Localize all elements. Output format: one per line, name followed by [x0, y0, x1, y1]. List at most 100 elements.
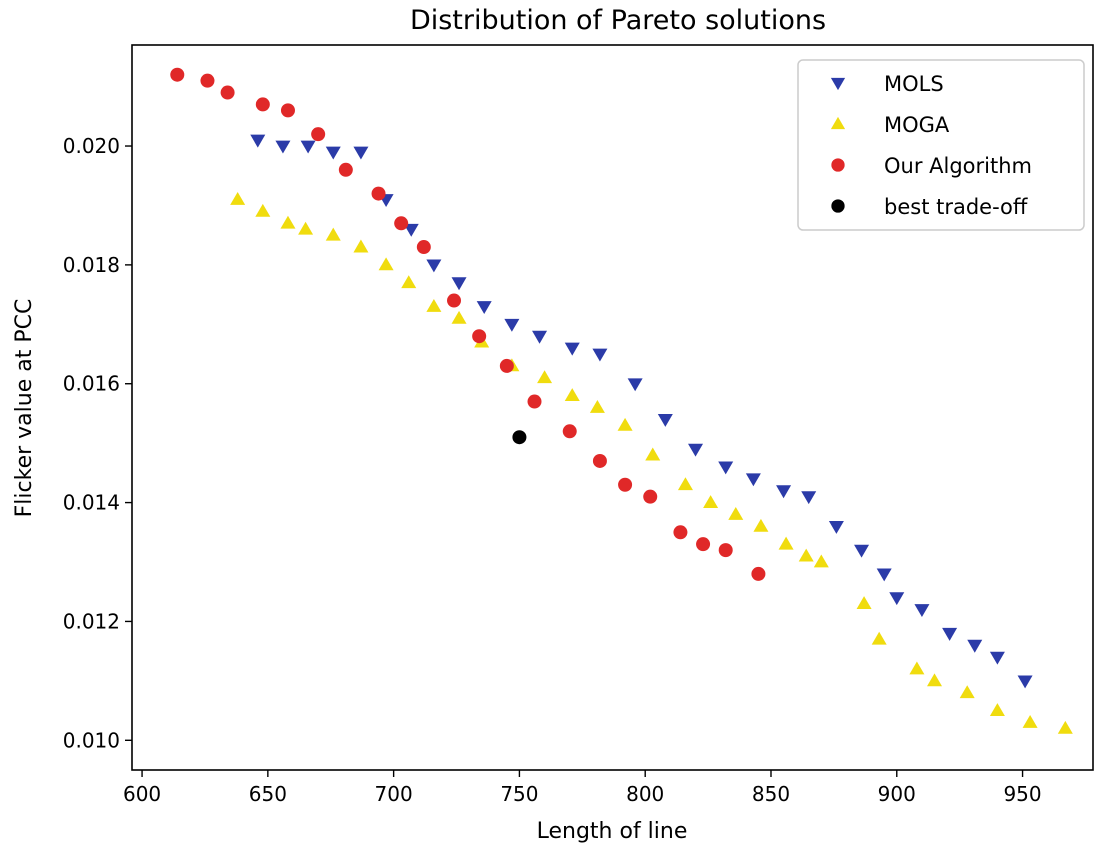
- moga-point: [564, 388, 580, 402]
- y-axis-label: Flicker value at PCC: [12, 299, 37, 518]
- moga-point: [589, 400, 605, 413]
- x-tick-label: 800: [626, 782, 664, 806]
- moga-point: [401, 275, 417, 289]
- mols-point: [828, 520, 844, 534]
- our-algorithm-point: [592, 453, 607, 468]
- moga-point: [230, 192, 246, 205]
- mols-point: [745, 473, 761, 487]
- moga-point: [959, 685, 975, 699]
- moga-point: [617, 417, 633, 431]
- mols-point: [914, 604, 930, 618]
- our-algorithm-point: [338, 162, 353, 177]
- mols-point: [403, 223, 419, 237]
- y-tick-label: 0.016: [63, 372, 120, 396]
- y-tick-label: 0.010: [63, 728, 120, 752]
- our-algorithm-point: [255, 97, 270, 112]
- legend-best-trade-off-label: best trade-off: [884, 195, 1028, 219]
- mols-point: [451, 277, 467, 291]
- our-algorithm-point: [416, 240, 431, 255]
- mols-point: [967, 639, 983, 653]
- moga-point: [280, 215, 296, 229]
- x-tick-label: 900: [878, 782, 916, 806]
- legend-mols-marker: [830, 77, 846, 91]
- legend-box: [797, 59, 1085, 231]
- moga-point: [298, 221, 314, 235]
- our-algorithm-point: [618, 477, 633, 492]
- our-algorithm-point: [280, 103, 295, 118]
- mols-point: [532, 330, 548, 344]
- our-algorithm-point: [220, 85, 235, 100]
- our-algorithm-point: [527, 394, 542, 409]
- x-tick-label: 600: [123, 782, 161, 806]
- our-algorithm-point: [200, 73, 215, 88]
- our-algorithm-point: [643, 489, 658, 504]
- moga-point: [537, 370, 553, 384]
- moga-point: [927, 673, 943, 687]
- best-trade-off-point: [512, 430, 527, 445]
- x-axis-label: Length of line: [537, 819, 688, 844]
- our-algorithm-point: [170, 67, 185, 82]
- y-tick-label: 0.014: [63, 491, 120, 515]
- moga-point: [451, 310, 467, 324]
- moga-point: [798, 548, 814, 562]
- mols-point: [476, 301, 492, 314]
- moga-point: [645, 447, 661, 461]
- moga-point: [753, 518, 769, 532]
- x-tick-label: 850: [752, 782, 790, 806]
- moga-point: [378, 257, 394, 271]
- x-axis: 600 650 700 750 800 850 900 950: [123, 770, 1042, 806]
- legend-mols-label: MOLS: [884, 72, 944, 96]
- moga-point: [871, 631, 887, 645]
- chart-title: Distribution of Pareto solutions: [410, 5, 826, 36]
- moga-point: [353, 239, 369, 253]
- plot-frame: [131, 44, 1094, 771]
- mols-point: [776, 485, 792, 499]
- y-tick-label: 0.012: [63, 609, 120, 633]
- x-tick-label: 700: [375, 782, 413, 806]
- our-algorithm-point: [562, 424, 577, 439]
- our-algorithm-point: [472, 329, 487, 344]
- y-tick-label: 0.018: [63, 253, 120, 277]
- moga-point: [728, 506, 744, 520]
- mols-point: [325, 146, 341, 160]
- mols-point: [688, 443, 704, 457]
- our-algorithm-point: [718, 543, 733, 558]
- moga-point: [703, 495, 719, 508]
- mols-point: [300, 140, 316, 154]
- mols-point: [1017, 675, 1033, 689]
- mols-point: [942, 627, 958, 641]
- legend-moga-label: MOGA: [884, 113, 950, 137]
- x-tick-label: 650: [249, 782, 287, 806]
- legend-our-algorithm-label: Our Algorithm: [884, 154, 1032, 178]
- moga-point: [1022, 714, 1038, 728]
- mols-point: [504, 318, 520, 332]
- moga-point: [677, 477, 693, 491]
- mols-point: [989, 651, 1005, 665]
- moga-point: [325, 227, 341, 241]
- our-algorithm-point: [311, 127, 326, 142]
- x-tick-label: 750: [500, 782, 538, 806]
- mols-point: [627, 378, 643, 392]
- mols-point: [854, 544, 870, 558]
- legend-our-algorithm-marker: [831, 158, 845, 172]
- mols-point: [592, 348, 608, 362]
- our-algorithm-point: [447, 293, 462, 308]
- data-points: [170, 67, 1073, 734]
- mols-point: [426, 259, 442, 273]
- mols-point: [876, 568, 892, 582]
- mols-point: [657, 413, 673, 427]
- our-algorithm-point: [394, 216, 409, 231]
- mols-point: [801, 491, 817, 505]
- our-algorithm-point: [696, 537, 711, 552]
- legend-moga-marker: [830, 116, 846, 130]
- moga-point: [909, 661, 925, 675]
- moga-point: [426, 298, 442, 312]
- legend-best-trade-off-marker: [831, 199, 845, 213]
- our-algorithm-point: [751, 566, 766, 581]
- mols-point: [250, 134, 266, 148]
- moga-point: [989, 703, 1005, 716]
- legend: MOLS MOGA Our Algorithm best trade-off: [797, 59, 1085, 231]
- moga-point: [856, 596, 872, 610]
- x-tick-label: 950: [1003, 782, 1041, 806]
